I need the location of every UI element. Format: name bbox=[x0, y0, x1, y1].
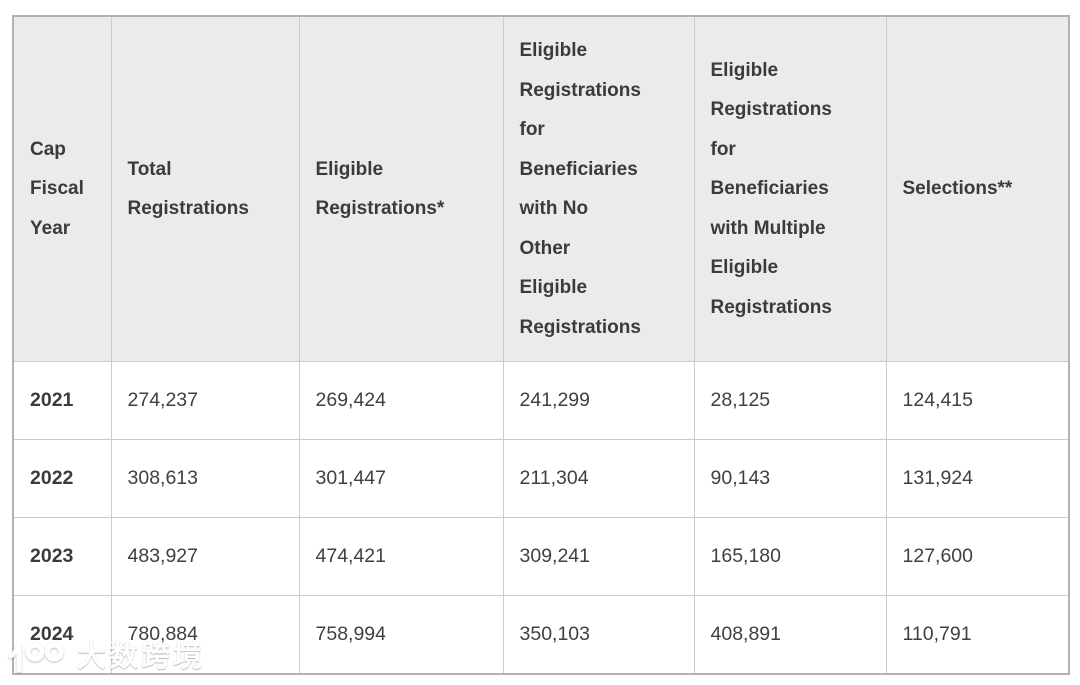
cell-eligible_registrations: 758,994 bbox=[298, 595, 504, 675]
cell-eligible_no_other: 241,299 bbox=[502, 361, 695, 441]
column-header-eligible_registrations: Eligible Registrations* bbox=[298, 15, 504, 363]
cell-selections: 110,791 bbox=[885, 595, 1070, 675]
cell-eligible_registrations: 269,424 bbox=[298, 361, 504, 441]
table-row-2021: 2021 274,237 269,424 241,299 28,125 124,415 bbox=[12, 361, 1070, 441]
column-header-cap_fiscal_year: Cap Fiscal Year bbox=[12, 15, 112, 363]
table-row-2023: 2023 483,927 474,421 309,241 165,180 127,600 bbox=[12, 517, 1070, 597]
cell-eligible_multiple: 165,180 bbox=[693, 517, 887, 597]
table-row-2024: 2024 780,884 758,994 350,103 408,891 110,791 bbox=[12, 595, 1070, 675]
cell-eligible_no_other: 309,241 bbox=[502, 517, 695, 597]
cell-eligible_multiple: 408,891 bbox=[693, 595, 887, 675]
cell-total_registrations: 483,927 bbox=[110, 517, 300, 597]
cell-fiscal-year: 2022 bbox=[12, 439, 112, 519]
cell-total_registrations: 780,884 bbox=[110, 595, 300, 675]
cell-selections: 124,415 bbox=[885, 361, 1070, 441]
cell-eligible_no_other: 211,304 bbox=[502, 439, 695, 519]
cell-total_registrations: 274,237 bbox=[110, 361, 300, 441]
column-header-total_registrations: Total Registrations bbox=[110, 15, 300, 363]
cell-eligible_multiple: 28,125 bbox=[693, 361, 887, 441]
cell-fiscal-year: 2023 bbox=[12, 517, 112, 597]
column-header-eligible_multiple: Eligible Registrations for Beneficiaries… bbox=[693, 15, 887, 363]
cell-eligible_registrations: 301,447 bbox=[298, 439, 504, 519]
cell-selections: 131,924 bbox=[885, 439, 1070, 519]
h1b-registrations-table: Cap Fiscal Year Total Registrations Eligib… bbox=[12, 15, 1070, 675]
header-row: Cap Fiscal Year Total Registrations Eligib… bbox=[12, 15, 1070, 363]
column-header-selections: Selections** bbox=[885, 15, 1070, 363]
cell-eligible_multiple: 90,143 bbox=[693, 439, 887, 519]
table-row-2022: 2022 308,613 301,447 211,304 90,143 131,924 bbox=[12, 439, 1070, 519]
cell-eligible_registrations: 474,421 bbox=[298, 517, 504, 597]
cell-eligible_no_other: 350,103 bbox=[502, 595, 695, 675]
column-header-eligible_no_other: Eligible Registrations for Beneficiaries… bbox=[502, 15, 695, 363]
cell-fiscal-year: 2021 bbox=[12, 361, 112, 441]
cell-selections: 127,600 bbox=[885, 517, 1070, 597]
cell-fiscal-year: 2024 bbox=[12, 595, 112, 675]
cell-total_registrations: 308,613 bbox=[110, 439, 300, 519]
